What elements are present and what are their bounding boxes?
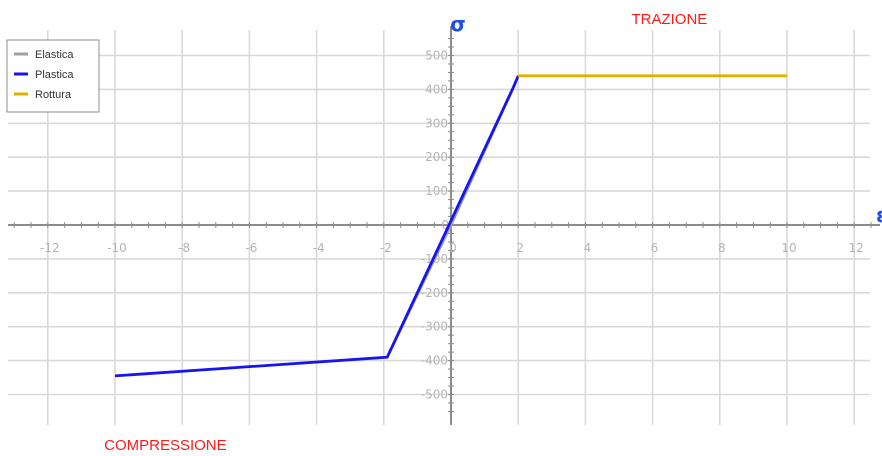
x-tick-label: -2	[380, 241, 392, 255]
x-tick-label: -12	[40, 241, 60, 255]
legend-box	[6, 39, 100, 113]
grid	[8, 30, 870, 425]
tick-labels: -12 -10 -8 -6 -4 -2 0 2 4 6 8 10 12-500-400-300-200-…	[40, 12, 882, 402]
x-tick-label: 6	[651, 241, 659, 255]
series-line-plastica	[114, 75, 520, 378]
y-tick-label: -500	[421, 388, 448, 402]
annotation-label: TRAZIONE	[631, 11, 707, 28]
legend-entry: Rottura	[35, 89, 72, 101]
x-tick-label: -4	[313, 241, 325, 255]
y-tick-label: 200	[425, 150, 448, 164]
x-tick-label: 0	[449, 241, 457, 255]
annotation-label: COMPRESSIONE	[104, 437, 227, 454]
x-tick-label: 12	[849, 241, 864, 255]
y-tick-label: 100	[425, 184, 448, 198]
x-tick-label: -8	[178, 241, 190, 255]
annotations: TRAZIONE COMPRESSIONE	[104, 11, 707, 454]
y-tick-label: -400	[421, 354, 448, 368]
x-tick-label: -6	[245, 241, 257, 255]
x-tick-label: 2	[516, 241, 524, 255]
y-axis-symbol: σ	[450, 12, 466, 36]
x-axis-symbol: ε	[876, 203, 882, 227]
y-tick-label: 0	[441, 218, 449, 232]
x-tick-label: 8	[718, 241, 726, 255]
x-tick-label: 10	[781, 241, 796, 255]
legend-entry: Plastica	[35, 69, 74, 81]
x-tick-label: 4	[584, 241, 592, 255]
y-tick-label: 300	[425, 116, 448, 130]
series	[114, 74, 787, 378]
y-tick-label: 500	[425, 49, 448, 63]
legend-entry: Elastica	[35, 49, 74, 61]
y-tick-label: -300	[421, 320, 448, 334]
y-tick-label: 400	[425, 82, 448, 96]
y-tick-label: -200	[421, 286, 448, 300]
x-tick-label: -10	[107, 241, 127, 255]
legend: Elastica Plastica Rottura	[6, 39, 100, 113]
